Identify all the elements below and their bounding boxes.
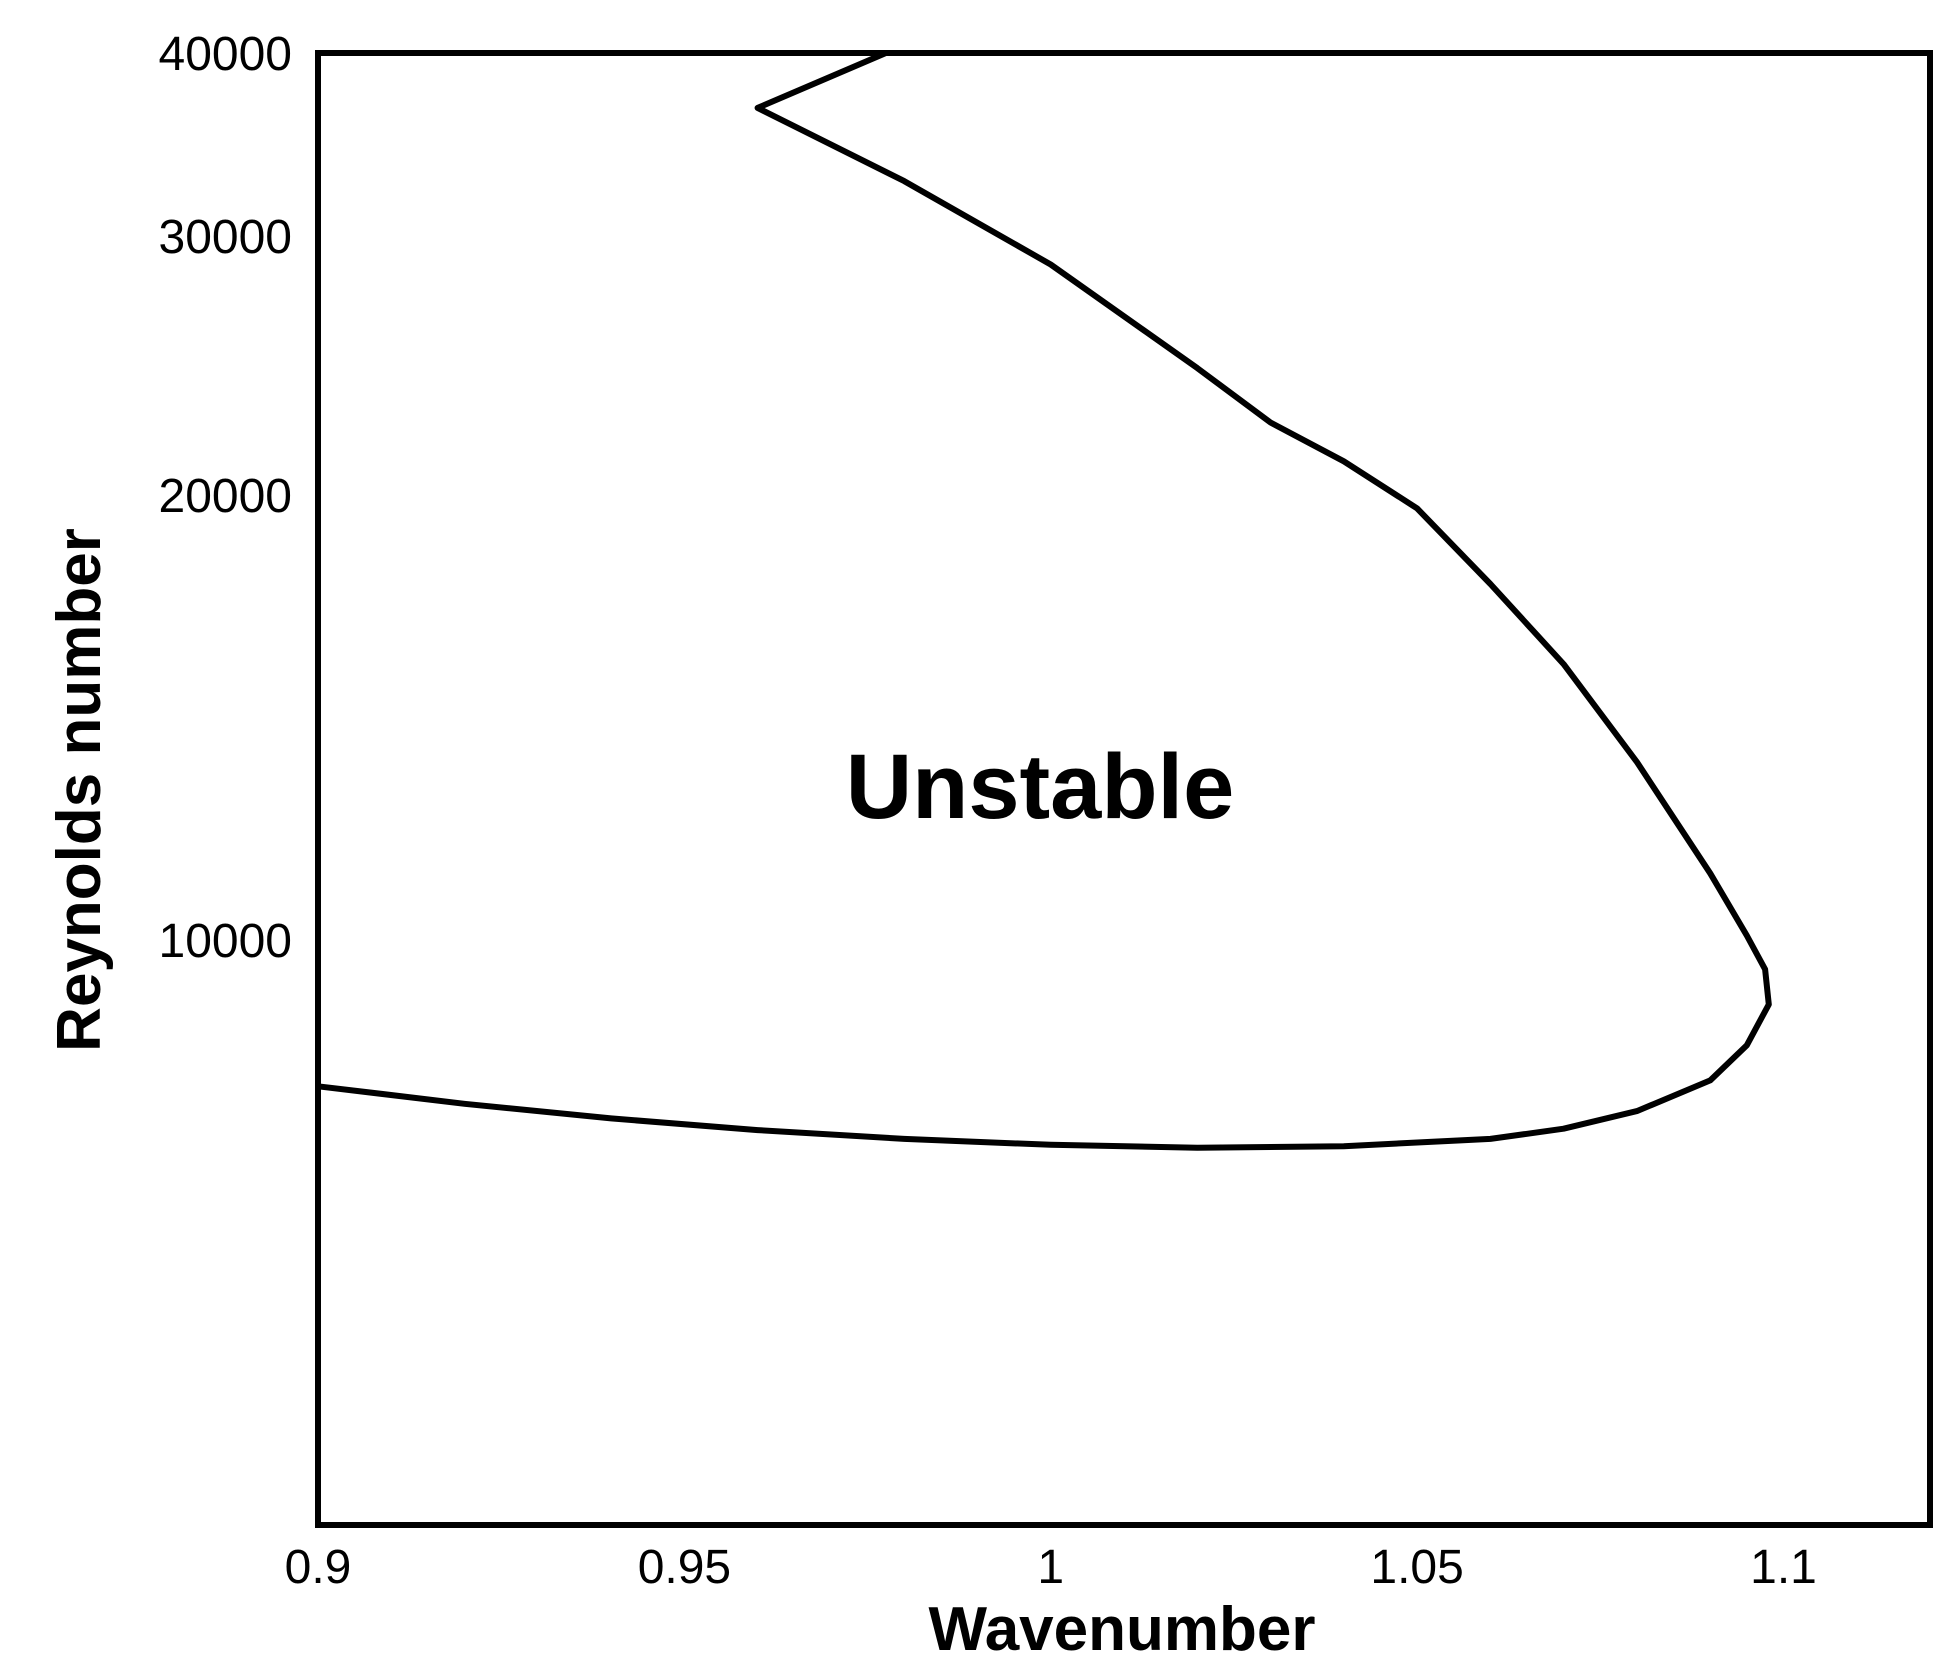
x-axis-tick-labels: 0.9 0.95 1 1.05 1.1 — [285, 1541, 1817, 1594]
x-tick-label: 1.05 — [1370, 1541, 1463, 1594]
unstable-region-label: Unstable — [846, 736, 1235, 838]
neutral-stability-curve — [315, 50, 1772, 1151]
x-tick-label: 0.9 — [285, 1541, 352, 1594]
y-tick-label: 40000 — [159, 28, 292, 81]
y-axis-title: Reynolds number — [45, 528, 114, 1052]
plot-frame — [315, 50, 1933, 1528]
y-tick-label: 20000 — [159, 470, 292, 523]
x-tick-label: 1.1 — [1750, 1541, 1817, 1594]
y-tick-label: 30000 — [159, 211, 292, 264]
x-tick-label: 1 — [1037, 1541, 1064, 1594]
x-axis-title: Wavenumber — [928, 1595, 1315, 1664]
y-axis-tick-labels: 10000 20000 30000 40000 — [159, 28, 292, 968]
y-tick-label: 10000 — [159, 915, 292, 968]
x-tick-label: 0.95 — [638, 1541, 731, 1594]
